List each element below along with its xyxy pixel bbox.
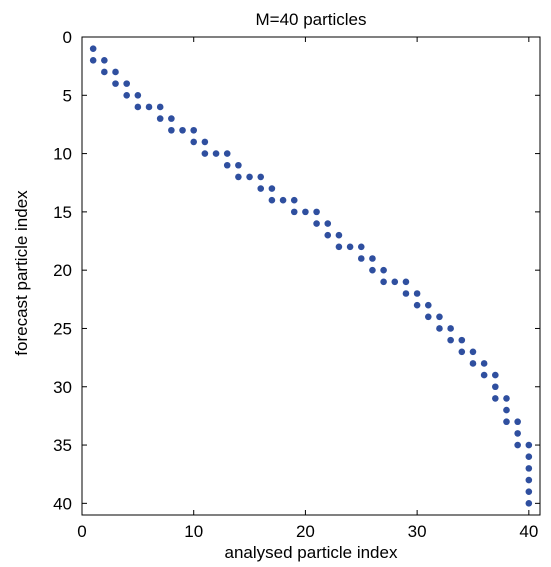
data-point [324, 220, 332, 227]
data-point [89, 57, 97, 64]
data-point [290, 196, 298, 204]
plot-frame [81, 36, 541, 516]
data-point [514, 418, 521, 426]
data-point [525, 500, 533, 507]
data-point [313, 208, 320, 216]
data-point [223, 161, 231, 169]
y-tick-label: 30 [53, 378, 72, 397]
data-point [201, 150, 209, 157]
data-point [458, 348, 466, 356]
data-point [480, 371, 488, 379]
data-point [346, 243, 354, 251]
data-point [402, 278, 410, 286]
data-point [134, 91, 142, 99]
x-tick-label: 10 [184, 522, 203, 541]
data-point [413, 301, 421, 309]
data-point [123, 80, 130, 87]
x-axis-label: analysed particle index [225, 543, 398, 562]
data-point [447, 325, 454, 332]
data-point [257, 173, 265, 181]
data-point [357, 255, 365, 262]
data-point [279, 196, 287, 204]
y-tick-label: 40 [53, 494, 72, 513]
y-axis-label: forecast particle index [12, 190, 31, 356]
data-point [212, 150, 220, 157]
data-point [369, 266, 376, 274]
data-point [458, 336, 466, 344]
data-point [235, 161, 242, 169]
data-point [525, 453, 533, 461]
y-tick-label: 25 [53, 319, 72, 338]
data-point [357, 243, 365, 251]
data-point [179, 126, 186, 134]
chart-title: M=40 particles [255, 10, 366, 29]
data-point [492, 383, 499, 391]
data-point [447, 336, 454, 344]
data-point [335, 243, 343, 251]
data-point [101, 57, 108, 64]
data-point [190, 138, 198, 146]
y-tick-label: 20 [53, 261, 72, 280]
y-tick-label: 0 [63, 28, 72, 47]
data-point [123, 91, 130, 99]
data-point [223, 150, 231, 157]
data-point [201, 138, 209, 146]
data-point [156, 103, 164, 111]
data-point [112, 80, 119, 87]
data-point [525, 465, 533, 472]
y-tick-label: 35 [53, 436, 72, 455]
data-point [257, 185, 265, 192]
data-point [380, 278, 387, 286]
data-point [424, 301, 432, 309]
data-point [112, 68, 119, 76]
x-tick-label: 30 [408, 522, 427, 541]
data-point [134, 103, 142, 111]
data-point [324, 231, 332, 239]
data-point [402, 290, 410, 297]
x-tick-label: 40 [519, 522, 538, 541]
x-tick-label: 0 [77, 522, 86, 541]
data-point [168, 126, 175, 134]
data-point [525, 441, 533, 449]
data-point [503, 395, 510, 402]
x-tick-label: 20 [296, 522, 315, 541]
data-point [525, 488, 533, 495]
y-tick-label: 10 [53, 145, 72, 164]
data-point [380, 266, 387, 274]
data-point [514, 430, 521, 437]
data-point [268, 196, 276, 204]
y-tick-label: 15 [53, 203, 72, 222]
data-point [335, 231, 343, 239]
plot-area: 0 10 20 30 40 0 5 10 15 20 25 30 35 40 [53, 28, 541, 541]
data-point [469, 360, 477, 367]
data-point [503, 406, 510, 414]
data-point [413, 290, 421, 297]
data-point [190, 126, 198, 134]
data-point [156, 115, 164, 122]
data-point [235, 173, 242, 181]
data-point [424, 313, 432, 321]
data-point [469, 348, 477, 356]
data-point [89, 45, 97, 52]
data-point [313, 220, 320, 227]
data-point [492, 371, 499, 379]
data-point [246, 173, 253, 181]
data-point [268, 185, 276, 192]
data-point [436, 313, 443, 321]
data-point [514, 441, 521, 449]
data-point [525, 476, 533, 484]
data-point [290, 208, 298, 216]
data-point [480, 360, 488, 367]
data-point [436, 325, 443, 332]
data-point [101, 68, 108, 76]
data-point [369, 255, 376, 262]
y-tick-label: 5 [63, 86, 72, 105]
data-point [145, 103, 153, 111]
data-point [503, 418, 510, 426]
data-point [492, 395, 499, 402]
data-point [168, 115, 175, 122]
data-point [302, 208, 309, 216]
data-point [391, 278, 399, 286]
